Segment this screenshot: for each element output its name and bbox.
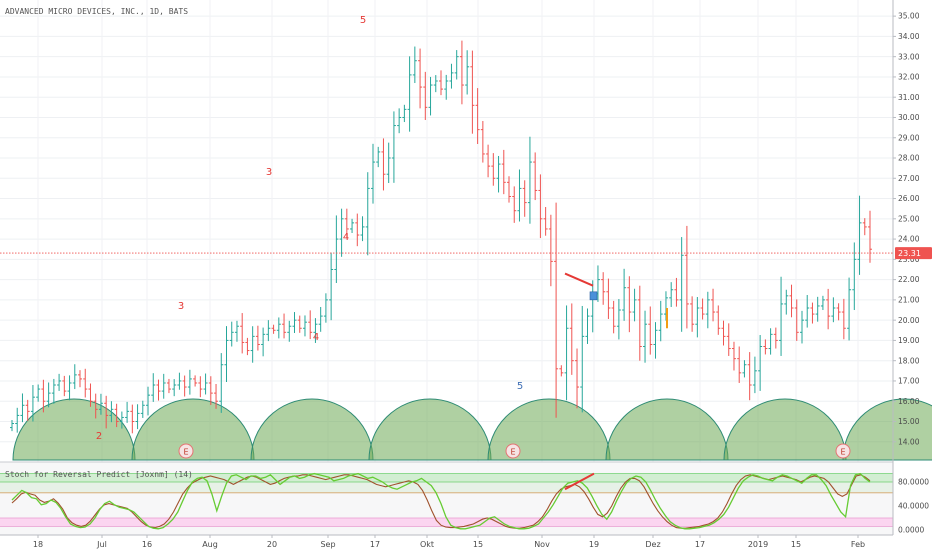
price-tick-label: 21.00 <box>898 295 920 304</box>
price-tick-label: 34.00 <box>898 32 920 41</box>
stoch-series-line <box>11 474 871 529</box>
wave-label: 4 <box>343 232 349 243</box>
price-tick-label: 29.00 <box>898 133 920 142</box>
time-tick-label: 15 <box>473 540 483 549</box>
time-tick-label: Nov <box>534 540 550 549</box>
time-tick-label: 19 <box>589 540 599 549</box>
stoch-pane <box>0 462 893 535</box>
time-tick-label: 15 <box>791 540 801 549</box>
price-tick-label: 18.00 <box>898 356 920 365</box>
cycle-dome <box>131 398 255 461</box>
wave-label: 2 <box>96 431 102 442</box>
chart-overlay: 5 3 4 3 4 2 5 <box>0 15 893 491</box>
wave-label: 4 <box>313 332 319 343</box>
last-price-badge <box>895 247 932 260</box>
price-tick-label: 19.00 <box>898 336 920 345</box>
price-tick-label: 16.00 <box>898 397 920 406</box>
price-tick-label: 23.00 <box>898 255 920 264</box>
time-tick-label: 2019 <box>748 540 768 549</box>
earnings-marker-label: E <box>183 448 188 457</box>
stoch-lines <box>11 472 871 530</box>
cycle-dome <box>842 398 932 461</box>
price-tick-label: 35.00 <box>898 12 920 21</box>
time-tick-label: 18 <box>33 540 43 549</box>
price-tick-label: 20.00 <box>898 316 920 325</box>
price-tick-label: 31.00 <box>898 93 920 102</box>
last-price-label: 23.31 <box>898 249 921 258</box>
cycle-dome <box>605 398 729 461</box>
stoch-tick-label: 0.0000 <box>898 526 924 535</box>
indicator-title: Stoch for Reversal Predict [Joxnm] (14) <box>5 470 193 479</box>
time-tick-label: Jul <box>96 540 107 549</box>
price-tick-label: 15.00 <box>898 417 920 426</box>
overbought-zone <box>0 473 893 482</box>
price-tick-label: 17.00 <box>898 377 920 386</box>
wave-label: 5 <box>517 381 523 392</box>
price-tick-label: 24.00 <box>898 235 920 244</box>
cycle-dome <box>12 398 136 461</box>
price-tick-label: 28.00 <box>898 154 920 163</box>
price-tick-label: 26.00 <box>898 194 920 203</box>
time-tick-label: Aug <box>202 540 218 549</box>
signal-marker <box>589 291 598 301</box>
price-tick-label: 32.00 <box>898 73 920 82</box>
price-tick-label: 25.00 <box>898 214 920 223</box>
stoch-tick-label: 80.0000 <box>898 478 929 487</box>
cycle-dome <box>487 398 611 461</box>
chart-title: ADVANCED MICRO DEVICES, INC., 1D, BATS <box>5 7 188 16</box>
wave-label: 3 <box>266 167 272 178</box>
upper-zone <box>0 482 893 493</box>
divergence-line-stoch <box>564 472 595 491</box>
stoch-series-line <box>11 472 871 530</box>
price-tick-label: 22.00 <box>898 275 920 284</box>
earnings-marker <box>178 443 194 459</box>
time-tick-label: Feb <box>851 540 865 549</box>
price-tick-label: 27.00 <box>898 174 920 183</box>
cycle-dome <box>723 398 847 461</box>
divergence-line-price <box>564 272 594 287</box>
earnings-marker-label: E <box>840 448 845 457</box>
price-tick-label: 30.00 <box>898 113 920 122</box>
earnings-marker <box>835 443 851 459</box>
wave-label: 5 <box>360 15 366 26</box>
price-tick-label: 14.00 <box>898 437 920 446</box>
cycle-dome <box>368 398 492 461</box>
wave-label: 3 <box>178 301 184 312</box>
earnings-marker-label: E <box>510 448 515 457</box>
time-tick-label: Okt <box>420 540 434 549</box>
stoch-pane-background <box>0 461 893 535</box>
time-tick-label: 17 <box>370 540 380 549</box>
time-tick-label: 17 <box>695 540 705 549</box>
price-bars <box>10 40 872 434</box>
earnings-marker <box>505 443 521 459</box>
oversold-zone <box>0 518 893 527</box>
time-tick-label: 16 <box>142 540 152 549</box>
time-tick-label: Dez <box>645 540 660 549</box>
price-tick-label: 33.00 <box>898 52 920 61</box>
cycle-dome <box>250 398 374 461</box>
time-tick-label: 20 <box>267 540 277 549</box>
stoch-tick-label: 40.0000 <box>898 502 929 511</box>
time-tick-label: Sep <box>320 540 335 549</box>
